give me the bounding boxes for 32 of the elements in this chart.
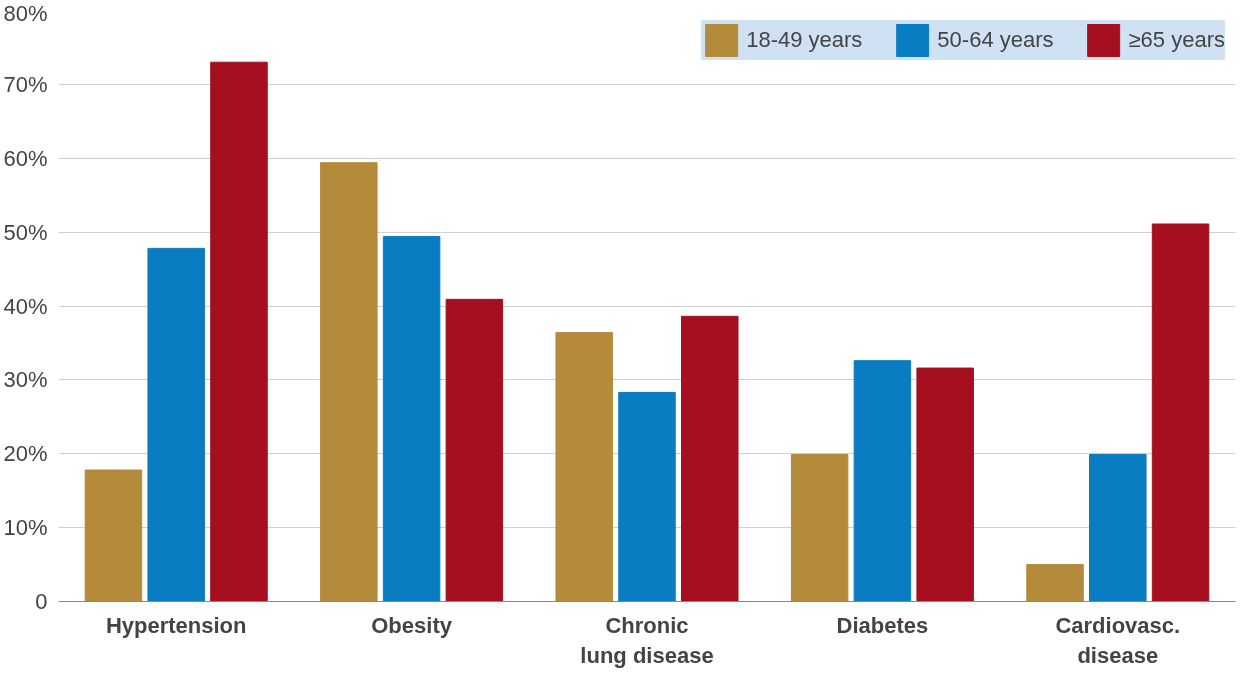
bar — [1151, 223, 1210, 602]
bar — [382, 236, 441, 602]
y-tick-label: 70% — [3, 71, 48, 97]
bar — [1026, 564, 1084, 602]
y-tick-label: 60% — [3, 145, 48, 171]
legend-label: ≥65 years — [1128, 27, 1225, 53]
x-tick-label: Diabetes — [836, 612, 929, 638]
y-tick-label: 40% — [3, 293, 48, 319]
bar — [790, 453, 849, 602]
bar — [555, 332, 613, 602]
bar — [84, 469, 143, 602]
bar — [681, 315, 739, 602]
x-tick-label: Cardiovasc. disease — [1055, 612, 1181, 668]
y-tick-label: 10% — [3, 515, 48, 541]
bar — [853, 360, 912, 602]
bar — [916, 367, 974, 602]
legend-label: 18-49 years — [746, 27, 863, 53]
bar — [320, 162, 378, 602]
legend-label: 50-64 years — [937, 27, 1054, 53]
bar — [210, 61, 268, 602]
y-tick-label: 50% — [3, 219, 48, 245]
y-tick-label: 80% — [3, 0, 48, 26]
x-tick-label: Chronic lung disease — [580, 612, 714, 668]
bar — [1089, 453, 1147, 602]
y-tick-label: 20% — [3, 441, 48, 467]
y-tick-label: 0 — [35, 589, 48, 614]
x-tick-label: Obesity — [371, 612, 453, 638]
bar — [445, 298, 504, 602]
bar — [147, 247, 205, 602]
y-tick-label: 30% — [3, 367, 48, 393]
x-tick-label: Hypertension — [105, 612, 247, 638]
bar — [618, 391, 676, 602]
